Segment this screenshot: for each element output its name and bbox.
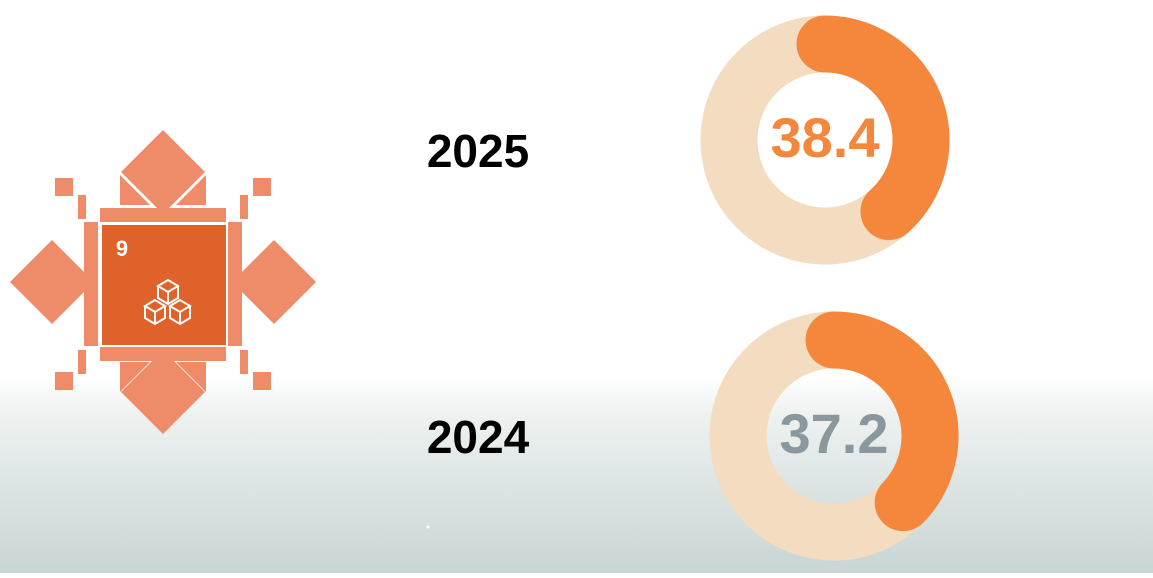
year-label: 2025 (427, 125, 529, 177)
donut-value: 38.4 (771, 106, 880, 169)
year-label: 2024 (427, 411, 530, 463)
logo-number: 9 (116, 236, 128, 261)
page: 9 202538.4202437.2 (() => { const data =… (0, 0, 1153, 573)
donut-value: 37.2 (780, 402, 889, 465)
canvas: 9 2025 38.4 2024 37.2 (0, 0, 1153, 573)
dot (427, 526, 430, 529)
